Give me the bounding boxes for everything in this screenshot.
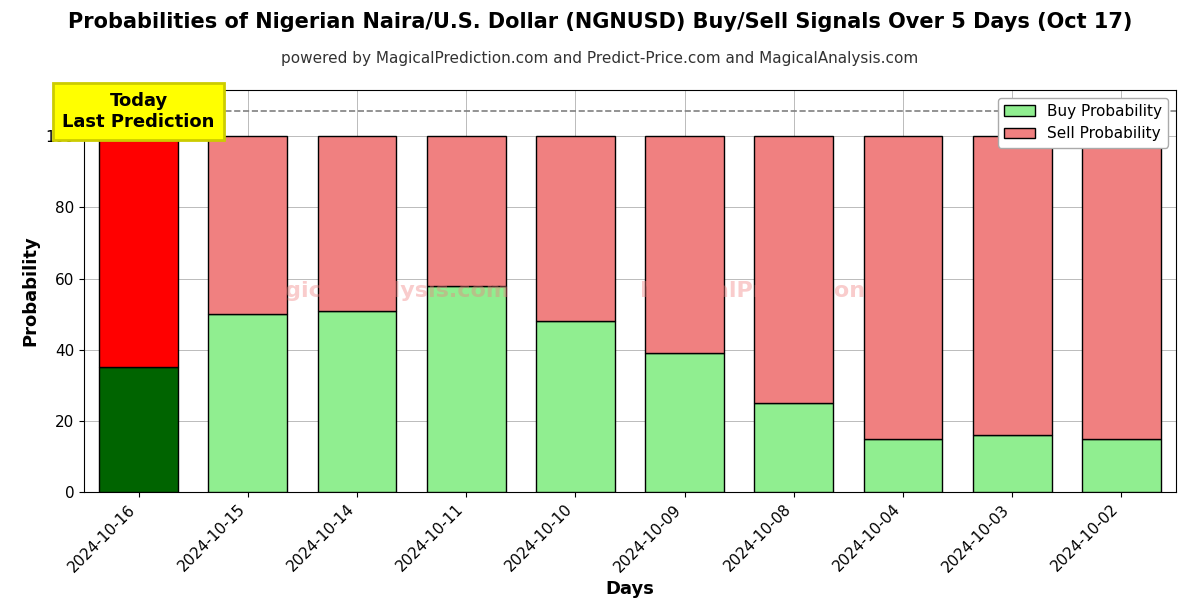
Bar xyxy=(536,321,614,492)
Text: MagicalAnalysis.com: MagicalAnalysis.com xyxy=(248,281,510,301)
Bar xyxy=(318,136,396,311)
Text: MagicalPrediction.com: MagicalPrediction.com xyxy=(640,281,925,301)
Bar xyxy=(100,136,178,367)
Bar xyxy=(973,136,1051,435)
Legend: Buy Probability, Sell Probability: Buy Probability, Sell Probability xyxy=(998,98,1169,148)
Text: powered by MagicalPrediction.com and Predict-Price.com and MagicalAnalysis.com: powered by MagicalPrediction.com and Pre… xyxy=(281,51,919,66)
Bar xyxy=(646,136,724,353)
Bar xyxy=(864,136,942,439)
Bar xyxy=(318,311,396,492)
Bar xyxy=(1082,136,1160,439)
Bar xyxy=(100,367,178,492)
Bar xyxy=(427,286,505,492)
Bar xyxy=(864,439,942,492)
Bar xyxy=(973,435,1051,492)
Text: Today
Last Prediction: Today Last Prediction xyxy=(62,92,215,131)
Bar xyxy=(427,136,505,286)
Bar xyxy=(209,314,287,492)
Bar xyxy=(1082,439,1160,492)
X-axis label: Days: Days xyxy=(606,580,654,598)
Bar xyxy=(755,136,833,403)
Text: Probabilities of Nigerian Naira/U.S. Dollar (NGNUSD) Buy/Sell Signals Over 5 Day: Probabilities of Nigerian Naira/U.S. Dol… xyxy=(68,12,1132,32)
Bar xyxy=(755,403,833,492)
Y-axis label: Probability: Probability xyxy=(22,236,40,346)
Bar xyxy=(536,136,614,321)
Bar xyxy=(209,136,287,314)
Bar xyxy=(646,353,724,492)
